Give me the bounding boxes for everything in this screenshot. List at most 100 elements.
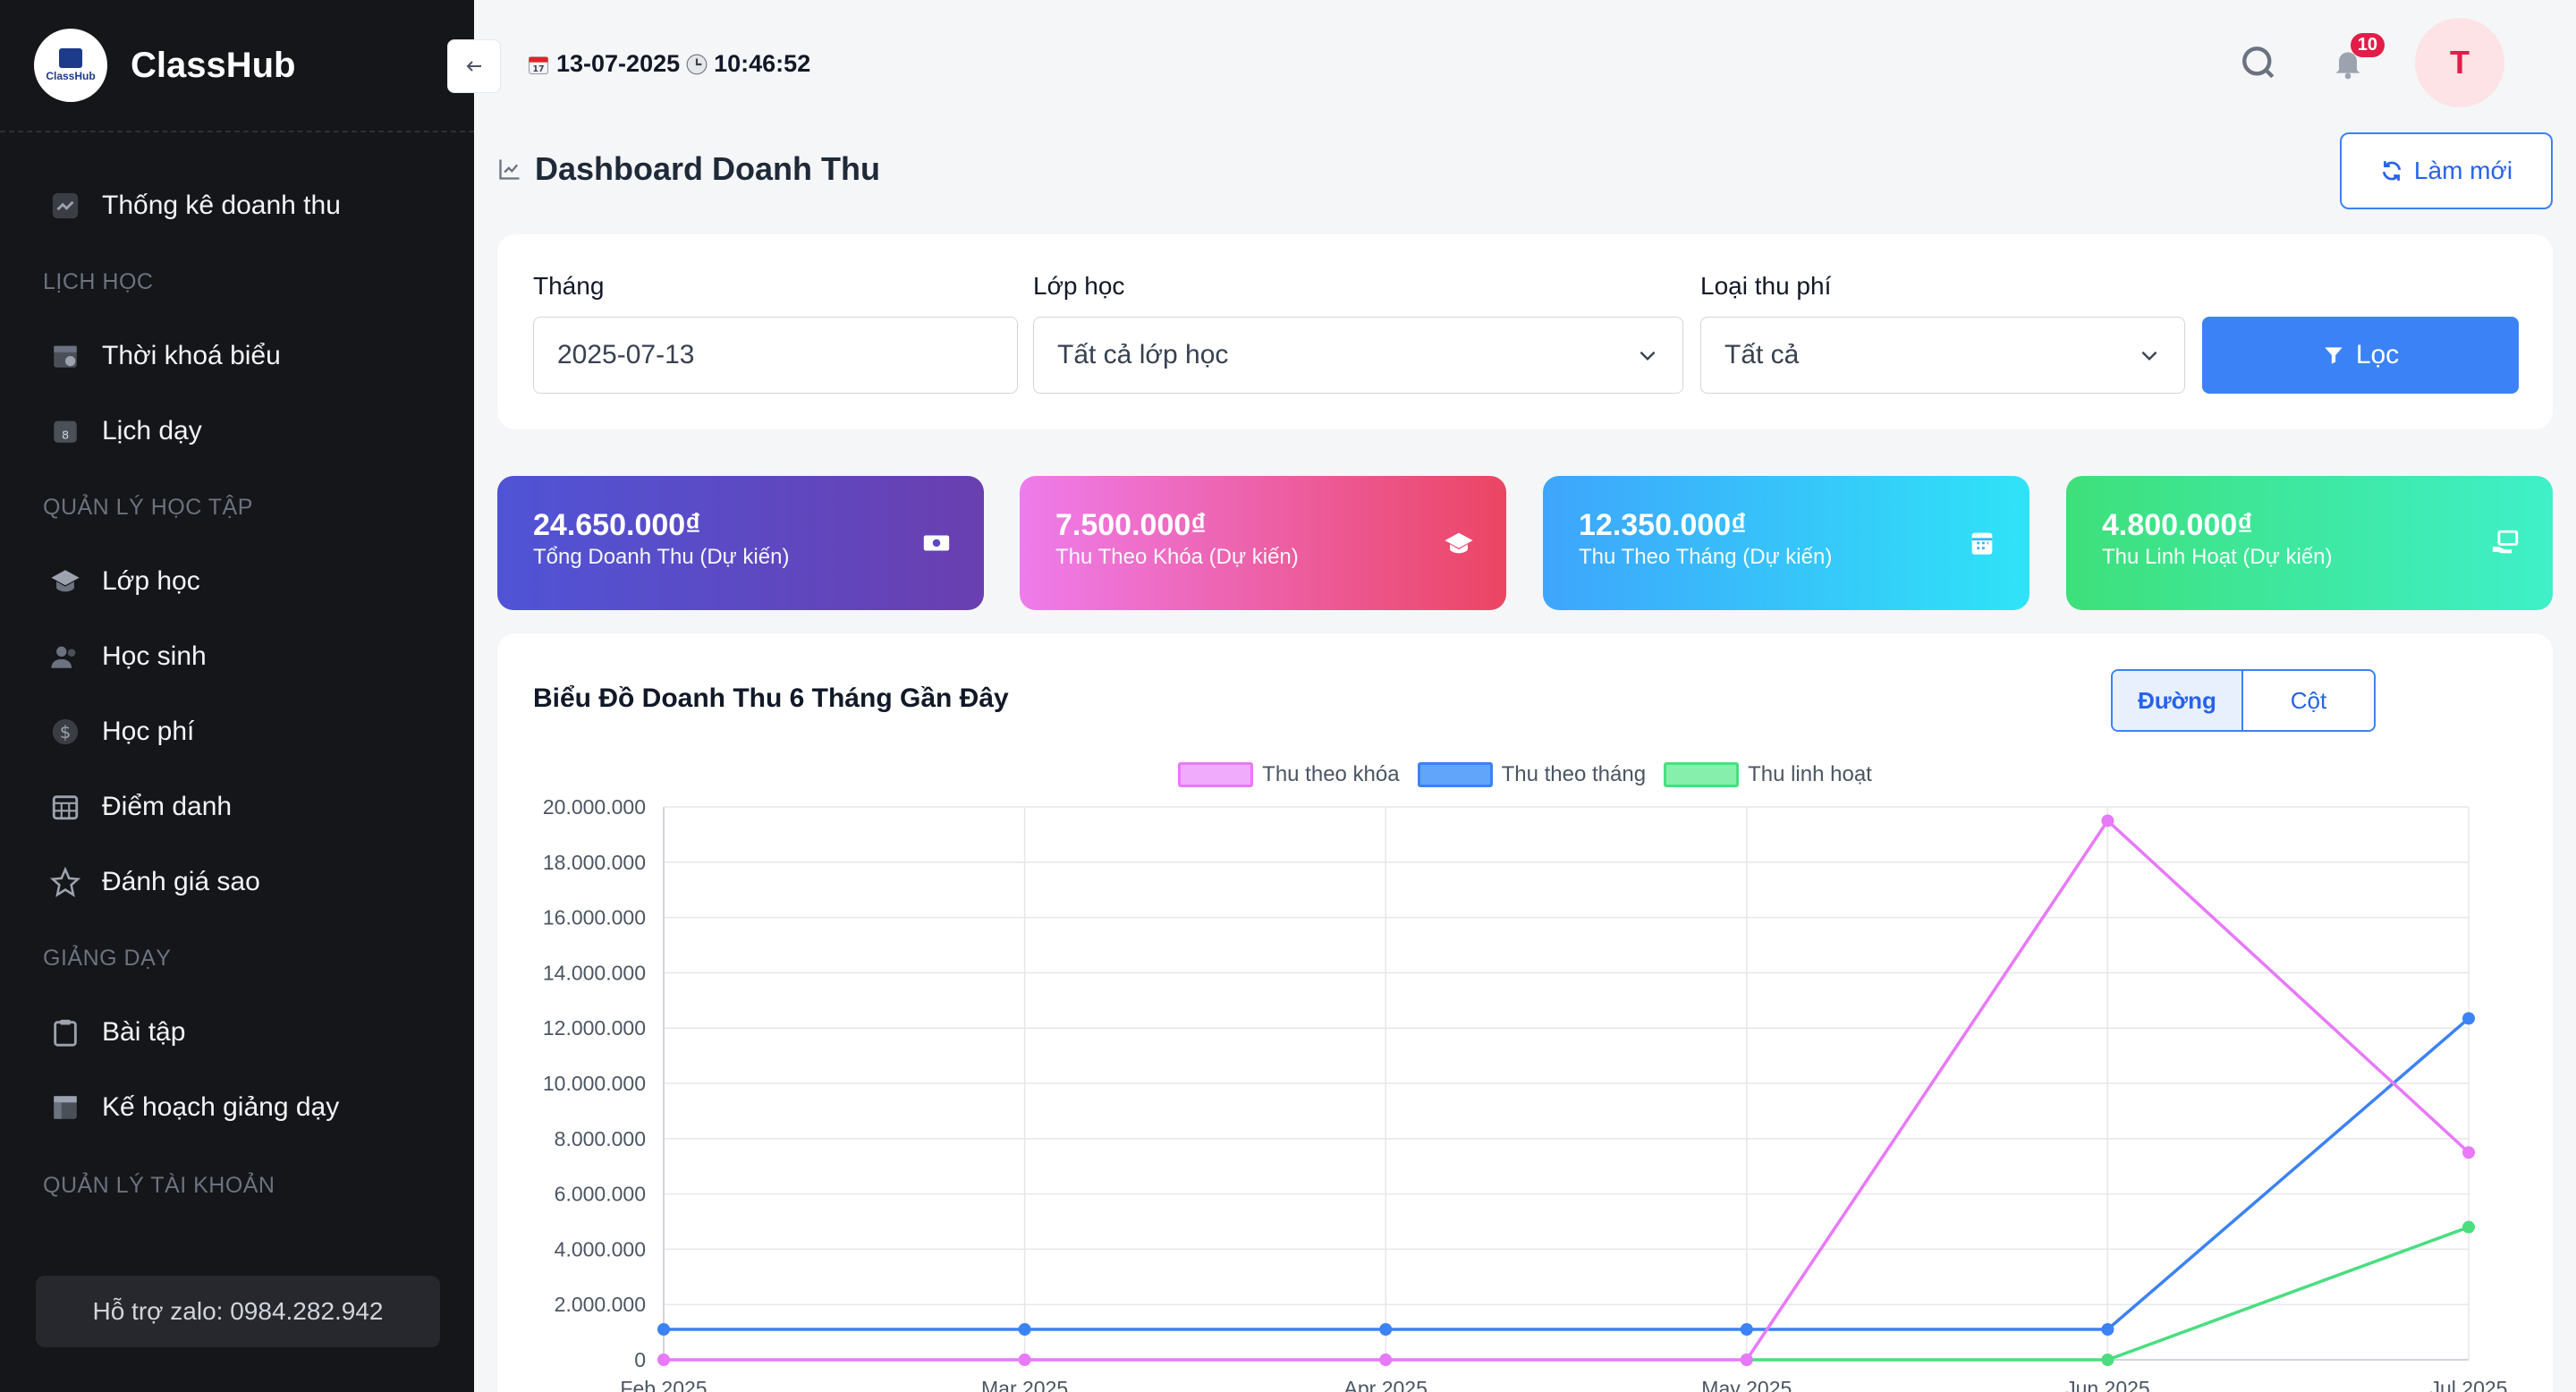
sidebar-item-timetable[interactable]: Thời khoá biểu bbox=[0, 318, 474, 394]
y-tick-label: 16.000.000 bbox=[543, 906, 646, 929]
svg-text:$: $ bbox=[60, 722, 72, 743]
toggle-line-button[interactable]: Đường bbox=[2113, 671, 2243, 730]
data-point bbox=[2462, 1220, 2475, 1234]
current-datetime: 17 13-07-2025 10:46:52 bbox=[526, 50, 810, 78]
month-label: Tháng bbox=[533, 272, 605, 300]
stat-value: 4.800.000₫ bbox=[2102, 508, 2253, 542]
sidebar-item-label: Lớp học bbox=[102, 566, 200, 596]
brand[interactable]: ClassHub ClassHub bbox=[0, 0, 474, 132]
stat-card-flexible: 4.800.000₫ Thu Linh Hoạt (Dự kiến) bbox=[2066, 476, 2553, 610]
sidebar-item-teaching-plan[interactable]: Kế hoạch giảng dạy bbox=[0, 1070, 474, 1145]
dollar-icon: $ bbox=[50, 717, 80, 747]
y-tick-label: 20.000.000 bbox=[543, 795, 646, 819]
refresh-icon bbox=[2382, 161, 2401, 181]
data-point bbox=[1018, 1323, 1031, 1337]
sidebar: ClassHub ClassHub Thống kê doanh thu LỊC… bbox=[0, 0, 474, 1392]
filter-card: Tháng 2025-07-13 Lớp học Tất cả lớp học … bbox=[497, 234, 2553, 429]
user-avatar[interactable]: T bbox=[2415, 18, 2504, 107]
stat-card-monthly: 12.350.000₫ Thu Theo Tháng (Dự kiến) bbox=[1543, 476, 2029, 610]
stat-value: 24.650.000₫ bbox=[533, 508, 701, 542]
x-tick-label: Jul 2025 bbox=[2430, 1377, 2508, 1392]
arrow-left-icon bbox=[466, 61, 481, 72]
page-title: Dashboard Doanh Thu bbox=[497, 150, 880, 188]
sidebar-item-students[interactable]: Học sinh bbox=[0, 619, 474, 694]
class-select[interactable]: Tất cả lớp học bbox=[1033, 317, 1683, 394]
chart-line-icon bbox=[499, 159, 520, 180]
support-zalo[interactable]: Hỗ trợ zalo: 0984.282.942 bbox=[36, 1276, 440, 1347]
series-line-monthly bbox=[664, 1017, 2470, 1331]
fee-type-label: Loại thu phí bbox=[1700, 272, 1832, 300]
chart-legend: Thu theo khóa Thu theo tháng Thu linh ho… bbox=[497, 762, 2553, 787]
y-tick-label: 4.000.000 bbox=[555, 1237, 646, 1260]
notifications-button[interactable]: 10 bbox=[2326, 33, 2385, 85]
users-icon bbox=[50, 641, 80, 672]
app-logo: ClassHub bbox=[34, 29, 107, 102]
section-schedule: LỊCH HỌC bbox=[43, 269, 154, 294]
money-icon bbox=[923, 535, 950, 551]
chart-title: Biểu Đồ Doanh Thu 6 Tháng Gần Đây bbox=[533, 683, 1009, 713]
clock-icon bbox=[686, 54, 708, 74]
legend-item-course[interactable]: Thu theo khóa bbox=[1178, 762, 1400, 787]
y-tick-label: 10.000.000 bbox=[543, 1072, 646, 1095]
refresh-button[interactable]: Làm mới bbox=[2340, 132, 2553, 209]
legend-label: Thu linh hoạt bbox=[1748, 762, 1872, 786]
app-name: ClassHub bbox=[131, 45, 296, 85]
legend-item-monthly[interactable]: Thu theo tháng bbox=[1417, 762, 1647, 787]
legend-label: Thu theo khóa bbox=[1262, 762, 1400, 786]
legend-swatch bbox=[1664, 762, 1740, 787]
filter-button[interactable]: Lọc bbox=[2202, 317, 2519, 394]
sidebar-item-tuition[interactable]: $ Học phí bbox=[0, 694, 474, 769]
svg-text:17: 17 bbox=[533, 64, 545, 74]
page-title-text: Dashboard Doanh Thu bbox=[535, 150, 880, 187]
sidebar-item-revenue-stats[interactable]: Thống kê doanh thu bbox=[0, 168, 474, 243]
search-button[interactable] bbox=[2236, 40, 2281, 85]
legend-item-flexible[interactable]: Thu linh hoạt bbox=[1664, 762, 1872, 787]
sidebar-item-assignments[interactable]: Bài tập bbox=[0, 995, 474, 1070]
sidebar-item-label: Đánh giá sao bbox=[102, 867, 260, 896]
current-date: 13-07-2025 bbox=[556, 50, 681, 77]
sidebar-item-teaching-schedule[interactable]: 8 Lịch dạy bbox=[0, 394, 474, 469]
svg-text:8: 8 bbox=[62, 429, 69, 443]
stat-value: 7.500.000₫ bbox=[1055, 508, 1207, 542]
sidebar-item-label: Thống kê doanh thu bbox=[102, 191, 341, 220]
legend-swatch bbox=[1417, 762, 1493, 787]
data-point bbox=[657, 1323, 670, 1337]
month-input[interactable]: 2025-07-13 bbox=[533, 317, 1018, 394]
x-tick-label: Feb 2025 bbox=[620, 1377, 707, 1392]
logo-cube-icon bbox=[59, 48, 82, 68]
sidebar-item-star-rating[interactable]: Đánh giá sao bbox=[0, 845, 474, 920]
y-tick-label: 0 bbox=[634, 1348, 646, 1371]
stat-value: 12.350.000₫ bbox=[1579, 508, 1747, 542]
toggle-bar-button[interactable]: Cột bbox=[2290, 686, 2327, 714]
data-point bbox=[2101, 1354, 2114, 1366]
chart-line-icon bbox=[50, 191, 80, 221]
search-icon bbox=[2242, 47, 2275, 79]
y-tick-label: 2.000.000 bbox=[555, 1293, 646, 1316]
funnel-icon bbox=[2325, 347, 2343, 364]
data-point bbox=[1740, 1354, 1753, 1366]
bell-icon bbox=[2335, 52, 2360, 80]
x-tick-label: Apr 2025 bbox=[1344, 1377, 1428, 1392]
clipboard-icon bbox=[50, 1017, 80, 1048]
current-time: 10:46:52 bbox=[714, 50, 811, 77]
legend-label: Thu theo tháng bbox=[1501, 762, 1647, 786]
legend-swatch bbox=[1178, 762, 1254, 787]
class-value: Tất cả lớp học bbox=[1057, 340, 1229, 369]
stat-card-course: 7.500.000₫ Thu Theo Khóa (Dự kiến) bbox=[1020, 476, 1506, 610]
graduation-cap-icon bbox=[1445, 532, 1473, 554]
chevron-down-icon bbox=[2141, 351, 2157, 361]
sidebar-collapse-button[interactable] bbox=[447, 39, 501, 93]
layout-icon bbox=[50, 1092, 80, 1123]
fee-type-select[interactable]: Tất cả bbox=[1700, 317, 2185, 394]
logo-text: ClassHub bbox=[46, 70, 96, 82]
sidebar-item-classes[interactable]: Lớp học bbox=[0, 544, 474, 619]
data-point bbox=[1379, 1354, 1393, 1366]
x-tick-label: Mar 2025 bbox=[981, 1377, 1068, 1392]
y-tick-label: 8.000.000 bbox=[555, 1127, 646, 1150]
data-point bbox=[657, 1354, 670, 1366]
data-point bbox=[1018, 1354, 1031, 1366]
sidebar-item-label: Điểm danh bbox=[102, 792, 233, 821]
sidebar-item-attendance[interactable]: Điểm danh bbox=[0, 769, 474, 845]
notification-badge: 10 bbox=[2350, 33, 2385, 57]
chevron-down-icon bbox=[1640, 351, 1656, 361]
